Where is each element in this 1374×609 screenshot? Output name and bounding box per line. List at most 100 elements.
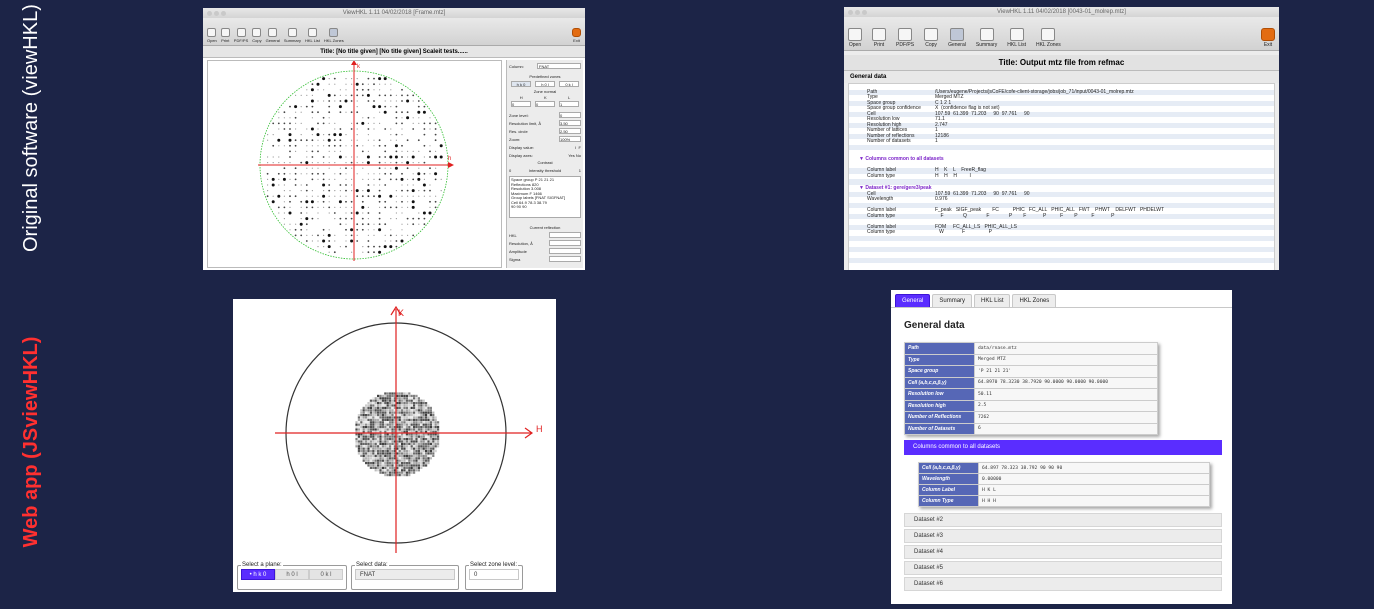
hkl-zones-button[interactable]: HKL Zones — [324, 28, 344, 43]
reflection-pixel — [401, 442, 404, 445]
print-button[interactable]: Print — [872, 28, 886, 48]
reflection-pixel — [422, 421, 425, 424]
res-circle-checkbox[interactable]: Res. circle — [509, 128, 528, 134]
reflection-pixel — [386, 418, 389, 421]
accordion-dataset-5[interactable]: Dataset #5 — [904, 561, 1222, 575]
reflection-pixel — [434, 426, 437, 429]
reflection-dot — [411, 155, 415, 159]
reflection-dot — [412, 223, 415, 226]
intensity-threshold-slider[interactable]: Intensity threshold — [528, 167, 562, 173]
reflection-pixel — [396, 471, 399, 474]
reflection-dot — [300, 184, 302, 186]
reflection-pixel — [391, 442, 394, 445]
h-axis-label: h — [448, 156, 451, 162]
reflection-pixel — [384, 416, 387, 419]
reflection-dot — [267, 184, 269, 186]
pdf-button[interactable]: PDF/PS — [234, 28, 248, 43]
general-button[interactable]: General — [266, 28, 280, 43]
tab-hkl-zones[interactable]: HKL Zones — [1012, 294, 1057, 307]
reflection-dot — [334, 128, 336, 130]
general-button[interactable]: General — [948, 28, 966, 48]
reflection-pixel — [415, 462, 418, 465]
normal-l-field[interactable]: 1 — [559, 101, 579, 107]
reflection-pixel — [386, 435, 389, 438]
reflection-pixel — [415, 426, 418, 429]
copy-button[interactable]: Copy — [924, 28, 939, 48]
reflection-pixel — [377, 435, 380, 438]
res-circle-field[interactable]: 2.50 — [559, 128, 581, 134]
plane-hk0-button[interactable]: • h k 0 — [241, 569, 275, 580]
row-value: 0.976 — [935, 196, 948, 202]
reflection-pixel — [396, 442, 399, 445]
reflection-pixel — [398, 428, 401, 431]
open-button[interactable]: Open — [848, 28, 862, 48]
print-button[interactable]: Print — [220, 28, 230, 43]
zone-h0l-button[interactable]: h 0 l — [535, 81, 555, 87]
reflection-dot — [429, 200, 431, 203]
reflection-pixel — [384, 406, 387, 409]
data-select[interactable]: FNAT — [355, 569, 455, 580]
reflection-pixel — [434, 428, 437, 431]
contrast-slider[interactable]: Contrast — [537, 160, 553, 165]
plane-0kl-button[interactable]: 0 k l — [309, 569, 343, 580]
plane-h0l-button[interactable]: h 0 l — [275, 569, 309, 580]
reflection-pixel — [410, 466, 413, 469]
reflection-pixel — [391, 452, 394, 455]
reflection-dot — [267, 162, 269, 164]
zone-plot[interactable]: h k — [207, 60, 502, 268]
normal-h-field[interactable]: 0 — [511, 101, 531, 107]
tab-hkl-list[interactable]: HKL List — [974, 294, 1011, 307]
reflection-dot — [367, 178, 369, 180]
reflection-dot — [390, 240, 392, 242]
reflection-pixel — [432, 411, 435, 414]
hkl-list-button[interactable]: HKL List — [305, 28, 320, 43]
display-i-radio[interactable]: I — [575, 144, 577, 150]
reflection-pixel — [398, 397, 401, 400]
exit-button[interactable]: Exit — [572, 28, 581, 43]
copy-button[interactable]: Copy — [252, 28, 262, 43]
group-common-columns[interactable]: ▼ Columns common to all datasets — [849, 156, 1274, 163]
pdf-button[interactable]: PDF/PS — [896, 28, 914, 48]
zoom-field[interactable]: 100% — [559, 136, 581, 142]
tab-general[interactable]: General — [895, 294, 931, 307]
zone-0kl-button[interactable]: 0 k l — [559, 81, 579, 87]
summary-button[interactable]: Summary — [976, 28, 997, 48]
hkl-list-button[interactable]: HKL List — [1007, 28, 1026, 48]
hkl-zones-button[interactable]: HKL Zones — [1036, 28, 1061, 48]
reflection-pixel — [396, 430, 399, 433]
res-limit-field[interactable]: 3.50 — [559, 120, 581, 126]
tab-summary[interactable]: Summary — [932, 294, 973, 307]
copy-icon — [924, 28, 939, 41]
reflection-zone-canvas[interactable]: h k — [208, 60, 503, 269]
reflection-pixel — [362, 440, 365, 443]
column-select[interactable]: FNAT — [537, 63, 581, 69]
reflection-pixel — [417, 469, 420, 472]
reflection-dot — [395, 212, 397, 214]
zone-hk0-button[interactable]: h k 0 — [511, 81, 531, 87]
accordion-dataset-4[interactable]: Dataset #4 — [904, 545, 1222, 559]
accordion-common-columns[interactable]: Columns common to all datasets — [904, 440, 1222, 455]
data-row: Wavelength 0.976 — [849, 196, 1274, 203]
reflection-dot — [367, 240, 370, 242]
display-f-radio[interactable]: F — [578, 144, 581, 150]
accordion-dataset-2[interactable]: Dataset #2 — [904, 513, 1222, 527]
reflection-zone-canvas[interactable]: H K — [233, 299, 556, 561]
reflection-pixel — [355, 433, 358, 436]
open-button[interactable]: Open — [207, 28, 217, 43]
group-dataset-1[interactable]: ▼ Dataset #1: gere/gere3/peak — [849, 185, 1274, 192]
normal-k-field[interactable]: 0 — [535, 101, 555, 107]
summary-button[interactable]: Summary — [284, 28, 301, 43]
zone-level-input[interactable]: 0 — [469, 569, 519, 580]
accordion-dataset-3[interactable]: Dataset #3 — [904, 529, 1222, 543]
axes-yes-radio[interactable]: Yes — [568, 152, 575, 158]
reflection-dot — [400, 239, 404, 243]
exit-button[interactable]: Exit — [1261, 28, 1275, 48]
reflection-pixel — [401, 411, 404, 414]
zone-level-field[interactable]: 0 — [559, 112, 581, 118]
reflection-dot — [384, 240, 386, 242]
accordion-dataset-6[interactable]: Dataset #6 — [904, 577, 1222, 591]
axes-no-radio[interactable]: No — [575, 152, 581, 158]
reflection-pixel — [413, 440, 416, 443]
row-value: 2.747 — [935, 121, 948, 128]
reflection-pixel — [413, 457, 416, 460]
